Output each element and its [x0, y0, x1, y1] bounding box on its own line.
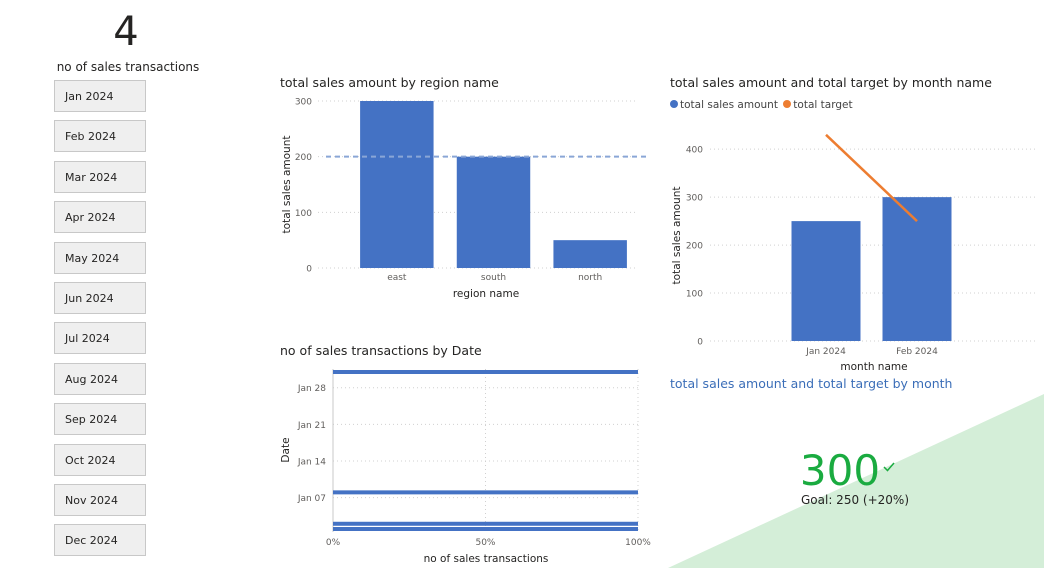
- y-tick-label: 0: [697, 338, 703, 348]
- y-tick-label: 200: [295, 153, 312, 163]
- slicer-item-apr-2024[interactable]: Apr 2024: [54, 201, 146, 234]
- y-tick-label: 100: [295, 209, 312, 219]
- bar-2024-01-02: [333, 521, 638, 526]
- slicer-item-mar-2024[interactable]: Mar 2024: [54, 160, 146, 193]
- y-tick-label: Jan 21: [297, 421, 326, 431]
- bar-jan-2024: [791, 221, 861, 341]
- x-axis-label: region name: [453, 288, 519, 300]
- month-chart: 0 100 200 300 400 Jan 2024 Feb 2024 month name t…: [671, 133, 1038, 373]
- y-tick-label: 400: [686, 146, 703, 156]
- legend-dot-sales: [670, 100, 678, 108]
- slicer-item-oct-2024[interactable]: Oct 2024: [54, 443, 146, 476]
- slicer-item-jan-2024[interactable]: Jan 2024: [54, 80, 146, 112]
- slicer-item-jun-2024[interactable]: Jun 2024: [54, 282, 146, 314]
- kpi-background-triangle: [668, 394, 1044, 568]
- kpi-value: 300: [799, 446, 881, 495]
- legend-item-sales[interactable]: total sales amount: [670, 99, 778, 111]
- y-tick-label: Jan 07: [297, 494, 326, 504]
- slicer-item-nov-2024[interactable]: Nov 2024: [54, 484, 146, 516]
- y-tick-label: 300: [295, 98, 312, 108]
- y-tick-label: 200: [686, 242, 703, 252]
- y-tick-label: 300: [686, 194, 703, 204]
- x-axis-label: no of sales transactions: [424, 553, 549, 565]
- legend-label-target: total target: [793, 99, 853, 111]
- legend-label-sales: total sales amount: [680, 99, 778, 111]
- x-tick-label: Feb 2024: [896, 347, 938, 357]
- region-chart: 0 100 200 300 east south north region name total…: [281, 98, 650, 300]
- month-chart-legend: total sales amount total target: [670, 99, 853, 111]
- y-axis-label: total sales amount: [671, 187, 683, 285]
- slicer-item-dec-2024[interactable]: Dec 2024: [54, 524, 146, 557]
- month-chart-subtitle[interactable]: total sales amount and total target by m…: [670, 376, 953, 391]
- x-tick-label: 50%: [475, 538, 495, 548]
- x-tick-label: 0%: [326, 538, 341, 548]
- date-chart: Jan 28 Jan 21 Jan 14 Jan 07 0% 50% 100% no of s…: [280, 369, 651, 565]
- y-tick-label: Jan 14: [297, 457, 326, 467]
- bar-south: [456, 156, 531, 268]
- y-axis-label: Date: [280, 437, 292, 462]
- bar-north: [553, 240, 627, 268]
- card-label: no of sales transactions: [56, 60, 200, 74]
- x-tick-label: east: [387, 273, 407, 283]
- region-chart-title: total sales amount by region name: [280, 75, 499, 90]
- card-value: 4: [113, 9, 139, 55]
- bar-2024-01-01: [333, 527, 638, 531]
- slicer-item-may-2024[interactable]: May 2024: [54, 241, 146, 274]
- bar-east: [360, 101, 434, 268]
- bar-2024-01-31: [333, 370, 638, 374]
- legend-item-target[interactable]: total target: [783, 99, 853, 111]
- x-tick-label: 100%: [625, 538, 651, 548]
- y-tick-label: Jan 28: [297, 384, 326, 394]
- kpi-goal: Goal: 250 (+20%): [801, 493, 909, 507]
- y-tick-label: 100: [686, 290, 703, 300]
- slicer-item-sep-2024[interactable]: Sep 2024: [54, 403, 146, 436]
- bar-feb-2024: [882, 197, 952, 341]
- x-tick-label: Jan 2024: [805, 347, 846, 357]
- target-line: [825, 133, 918, 223]
- slicer-item-aug-2024[interactable]: Aug 2024: [54, 362, 146, 395]
- slicer-item-jul-2024[interactable]: Jul 2024: [54, 322, 146, 355]
- slicer-item-feb-2024[interactable]: Feb 2024: [54, 120, 146, 153]
- x-tick-label: south: [481, 273, 506, 283]
- legend-dot-target: [783, 100, 792, 108]
- bar-2024-01-08: [333, 490, 638, 495]
- checkmark-icon: [883, 462, 895, 472]
- x-tick-label: north: [578, 273, 602, 283]
- month-chart-title: total sales amount and total target by m…: [670, 75, 992, 90]
- y-tick-label: 0: [306, 265, 312, 275]
- date-chart-title: no of sales transactions by Date: [280, 343, 482, 358]
- y-axis-label: total sales amount: [281, 136, 293, 234]
- x-axis-label: month name: [840, 361, 907, 373]
